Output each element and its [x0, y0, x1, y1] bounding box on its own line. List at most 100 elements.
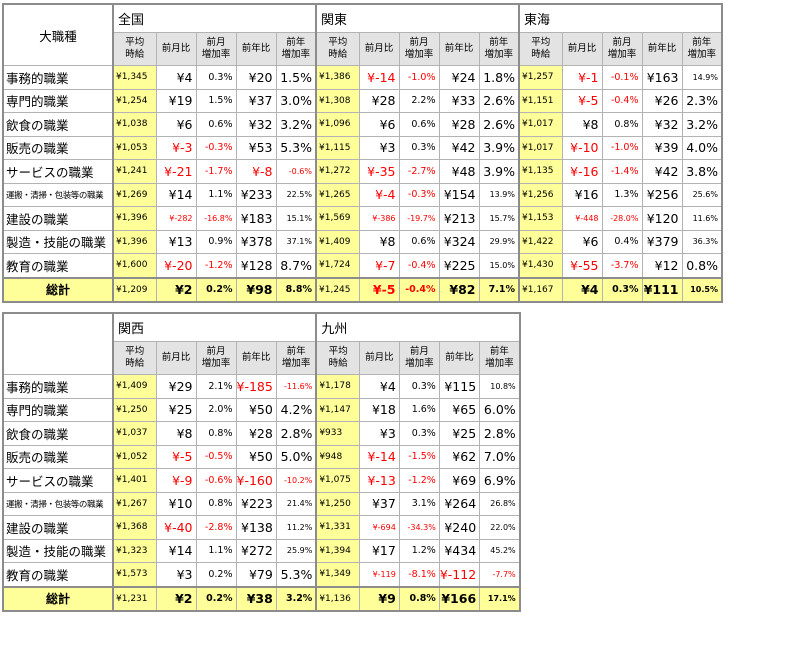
column-header: 前年比	[641, 32, 683, 66]
mom-rate-cell: 1.2%	[398, 538, 440, 563]
total-yoy-change-cell: ¥111	[641, 276, 683, 302]
total-avg-wage-cell: ¥1,231	[112, 585, 157, 611]
occupation-label: 飲食の職業	[2, 421, 114, 446]
avg-wage-cell: ¥1,409	[112, 374, 157, 399]
mom-change-cell: ¥-282	[155, 206, 197, 231]
avg-wage-cell: ¥1,272	[315, 159, 360, 184]
mom-change-cell: ¥4	[155, 65, 197, 90]
mom-rate-cell: -1.4%	[601, 159, 643, 184]
mom-rate-cell: -2.8%	[195, 515, 237, 540]
yoy-rate-cell: 45.2%	[479, 538, 521, 563]
yoy-rate-cell: 26.8%	[479, 491, 521, 516]
table-row: 運搬・清掃・包装等の職業 ¥1,269 ¥14 1.1% ¥233 22.5% ¥1,265…	[2, 182, 723, 207]
total-yoy-change-cell: ¥82	[438, 276, 480, 302]
total-yoy-rate-cell: 3.2%	[275, 585, 317, 611]
mom-rate-cell: -1.0%	[398, 65, 440, 90]
avg-wage-cell: ¥1,256	[518, 182, 563, 207]
yoy-rate-cell: 5.3%	[275, 562, 317, 587]
mom-rate-cell: -3.7%	[601, 253, 643, 278]
column-header: 前月 増加率	[195, 341, 237, 375]
yoy-change-cell: ¥33	[438, 88, 480, 113]
mom-change-cell: ¥-40	[155, 515, 197, 540]
occupation-label: 専門的職業	[2, 88, 114, 113]
total-avg-wage-cell: ¥1,245	[315, 276, 360, 302]
mom-change-cell: ¥25	[155, 397, 197, 422]
mom-change-cell: ¥8	[155, 421, 197, 446]
mom-change-cell: ¥14	[155, 538, 197, 563]
yoy-rate-cell: 8.7%	[275, 253, 317, 278]
mom-rate-cell: 0.3%	[398, 421, 440, 446]
avg-wage-cell: ¥1,135	[518, 159, 563, 184]
avg-wage-cell: ¥1,401	[112, 468, 157, 493]
mom-change-cell: ¥17	[358, 538, 400, 563]
avg-wage-cell: ¥1,075	[315, 468, 360, 493]
total-mom-rate-cell: 0.8%	[398, 585, 440, 611]
mom-rate-cell: -0.1%	[601, 65, 643, 90]
yoy-rate-cell: 2.3%	[681, 88, 723, 113]
yoy-change-cell: ¥79	[235, 562, 277, 587]
mom-rate-cell: 0.6%	[195, 112, 237, 137]
table-row: 建設の職業 ¥1,396 ¥-282 -16.8% ¥183 15.1% ¥1,569 ¥-3…	[2, 206, 723, 231]
yoy-change-cell: ¥42	[438, 135, 480, 160]
mom-change-cell: ¥-55	[561, 253, 603, 278]
mom-rate-cell: 0.8%	[601, 112, 643, 137]
column-header: 前月比	[155, 32, 197, 66]
mom-rate-cell: 0.3%	[398, 374, 440, 399]
total-label: 総計	[2, 585, 114, 611]
avg-wage-cell: ¥1,724	[315, 253, 360, 278]
mom-change-cell: ¥14	[155, 182, 197, 207]
mom-rate-cell: 0.8%	[195, 421, 237, 446]
avg-wage-cell: ¥1,115	[315, 135, 360, 160]
total-yoy-rate-cell: 8.8%	[275, 276, 317, 302]
yoy-rate-cell: 2.6%	[478, 112, 520, 137]
mom-change-cell: ¥-386	[358, 206, 400, 231]
mom-change-cell: ¥-7	[358, 253, 400, 278]
yoy-change-cell: ¥256	[641, 182, 683, 207]
occupation-label: 教育の職業	[2, 253, 114, 278]
mom-change-cell: ¥-10	[561, 135, 603, 160]
yoy-rate-cell: 13.9%	[478, 182, 520, 207]
table-row: 事務的職業 ¥1,345 ¥4 0.3% ¥20 1.5% ¥1,386 ¥-14 -1.0% ¥…	[2, 65, 723, 90]
mom-rate-cell: -34.3%	[398, 515, 440, 540]
avg-wage-cell: ¥1,037	[112, 421, 157, 446]
avg-wage-cell: ¥1,308	[315, 88, 360, 113]
column-header: 前月比	[561, 32, 603, 66]
yoy-change-cell: ¥24	[438, 65, 480, 90]
yoy-rate-cell: 3.9%	[478, 159, 520, 184]
yoy-rate-cell: 36.3%	[681, 229, 723, 254]
occupation-label: 運搬・清掃・包装等の職業	[2, 491, 114, 516]
column-header: 前年比	[235, 341, 277, 375]
mom-change-cell: ¥19	[155, 88, 197, 113]
column-header: 平均 時給	[315, 341, 360, 375]
yoy-rate-cell: 2.8%	[275, 421, 317, 446]
region-header: 全国	[112, 3, 317, 33]
yoy-rate-cell: 3.2%	[681, 112, 723, 137]
mom-change-cell: ¥13	[155, 229, 197, 254]
mom-rate-cell: 1.1%	[195, 182, 237, 207]
mom-change-cell: ¥-694	[358, 515, 400, 540]
total-mom-rate-cell: 0.2%	[195, 276, 237, 302]
table-row: 建設の職業 ¥1,368 ¥-40 -2.8% ¥138 11.2% ¥1,331 ¥-694…	[2, 515, 521, 540]
yoy-rate-cell: 29.9%	[478, 229, 520, 254]
avg-wage-cell: ¥1,267	[112, 491, 157, 516]
mom-change-cell: ¥-448	[561, 206, 603, 231]
yoy-change-cell: ¥-112	[438, 562, 481, 587]
mom-change-cell: ¥-9	[155, 468, 197, 493]
category-header: 大職種	[2, 3, 114, 66]
table-row: サービスの職業 ¥1,401 ¥-9 -0.6% ¥-160 -10.2% ¥1,075 ¥-…	[2, 468, 521, 493]
yoy-change-cell: ¥69	[438, 468, 481, 493]
column-header: 平均 時給	[112, 341, 157, 375]
avg-wage-cell: ¥1,250	[315, 491, 360, 516]
yoy-rate-cell: 22.0%	[479, 515, 521, 540]
yoy-change-cell: ¥39	[641, 135, 683, 160]
column-header: 平均 時給	[518, 32, 563, 66]
column-header: 前年 増加率	[275, 32, 317, 66]
yoy-change-cell: ¥32	[641, 112, 683, 137]
yoy-rate-cell: 11.2%	[275, 515, 317, 540]
table-row: 販売の職業 ¥1,053 ¥-3 -0.3% ¥53 5.3% ¥1,115 ¥3 0.3% ¥4…	[2, 135, 723, 160]
total-mom-change-cell: ¥2	[155, 276, 197, 302]
yoy-change-cell: ¥120	[641, 206, 683, 231]
occupation-label: 運搬・清掃・包装等の職業	[2, 182, 114, 207]
mom-change-cell: ¥6	[358, 112, 400, 137]
occupation-label: 教育の職業	[2, 562, 114, 587]
